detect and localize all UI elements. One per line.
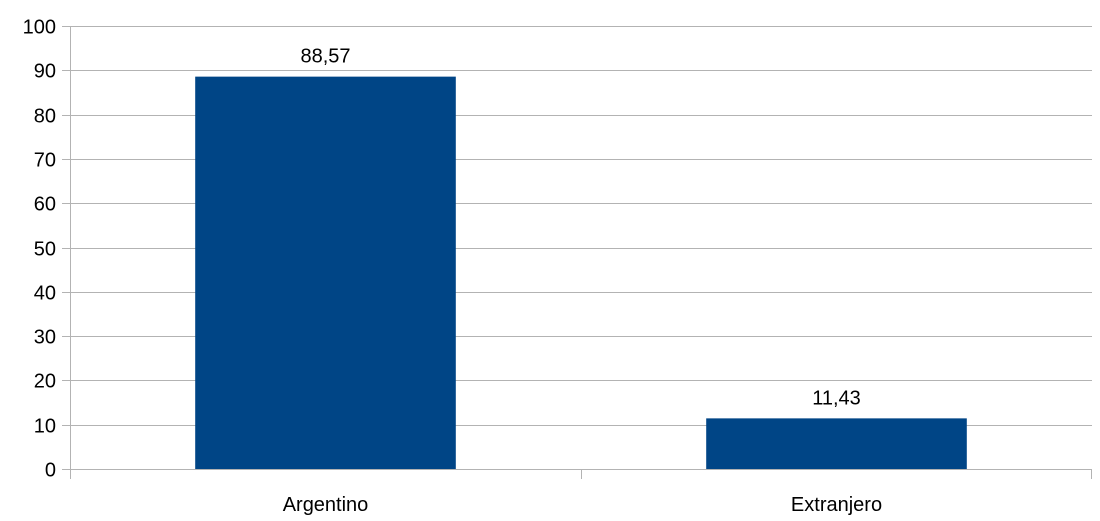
y-tick-label: 40 [34,283,56,305]
y-tick-label: 10 [34,416,56,438]
y-tick-label: 0 [45,460,56,482]
y-tick-label: 100 [23,17,56,39]
bar-argentino [195,76,456,470]
y-tick-label: 60 [34,194,56,216]
data-label: 11,43 [812,387,861,409]
x-tick-label: Argentino [283,494,369,516]
y-tick-label: 20 [34,371,56,393]
y-tick-label: 50 [34,239,56,261]
x-axis: Argentino Extranjero [70,26,1092,516]
y-tick-label: 30 [34,327,56,349]
data-labels: 88,57 11,43 [300,46,860,410]
y-tick-label: 80 [34,106,56,128]
bars [195,76,967,470]
x-tick-label: Extranjero [791,494,882,516]
y-axis-tick-labels: 0 10 20 30 40 50 60 70 80 90 100 [23,17,56,482]
y-tick-label: 70 [34,150,56,172]
y-tick-label: 90 [34,61,56,83]
data-label: 88,57 [300,46,350,68]
bar-extranjero [706,418,967,469]
